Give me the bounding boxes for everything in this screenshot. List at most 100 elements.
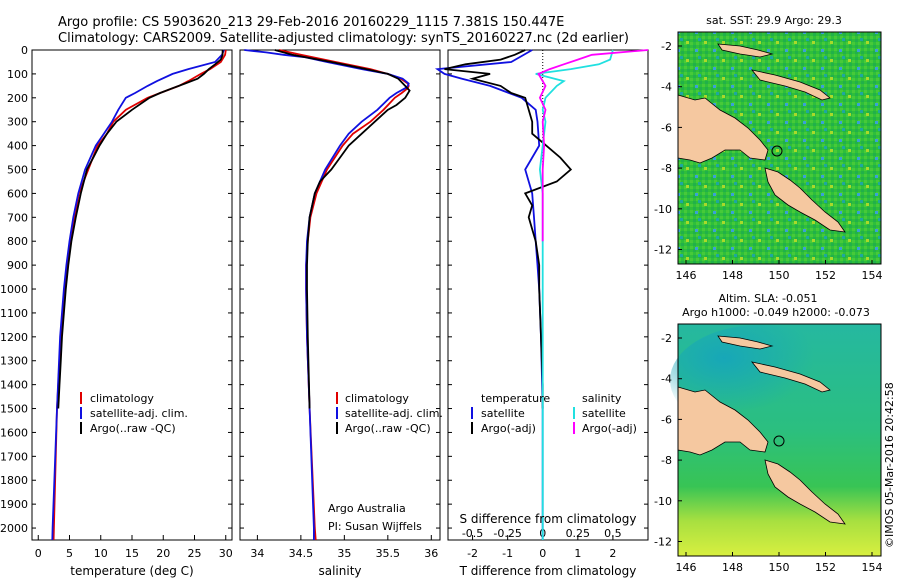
legend-satellite-label: satellite-adj. clim.	[345, 407, 443, 420]
depth-tick-label: 2000	[0, 522, 28, 535]
difference-legend: temperature satellite Argo(-adj) salinit…	[471, 392, 637, 435]
legend-t-satellite-label: satellite	[481, 407, 525, 420]
depth-tick-label: 1900	[0, 498, 28, 511]
x-tick-label: 0	[35, 547, 42, 560]
new-guinea-land	[677, 386, 769, 456]
depth-tick-label: 1300	[0, 355, 28, 368]
sla-map-title: Altim. SLA: -0.051	[718, 292, 817, 305]
x-tick-label: -1	[502, 547, 513, 560]
x-tick-label: 5	[66, 547, 73, 560]
temperature-panel-frame	[31, 49, 233, 541]
depth-tick-label: 700	[7, 211, 28, 224]
lon-tick-label: 154	[862, 269, 883, 282]
lat-tick-label: -8	[661, 454, 672, 467]
x-tick-label: 35	[337, 547, 351, 560]
lon-tick-label: 148	[722, 269, 743, 282]
depth-tick-label: 1700	[0, 450, 28, 463]
series-line-satellite-adj-clim-	[244, 49, 410, 540]
lat-tick-label: -6	[661, 413, 672, 426]
sst-map	[677, 31, 882, 265]
argo-australia-label: Argo Australia	[328, 502, 406, 515]
difference-series	[434, 49, 649, 540]
depth-tick-label: 1800	[0, 474, 28, 487]
series-line-climatology	[52, 49, 227, 541]
legend-climatology-label: climatology	[345, 392, 409, 405]
lon-tick-label: 148	[722, 561, 743, 574]
legend-climatology-label: climatology	[90, 392, 154, 405]
temperature-series	[51, 49, 227, 541]
lon-tick-label: 154	[862, 561, 883, 574]
depth-tick-label: 600	[7, 187, 28, 200]
salinity-xlabel: salinity	[318, 564, 361, 578]
lat-tick-label: -8	[661, 162, 672, 175]
lon-tick-label: 152	[815, 561, 836, 574]
depth-tick-label: 100	[7, 68, 28, 81]
x-tick-label: 20	[156, 547, 170, 560]
depth-tick-label: 800	[7, 235, 28, 248]
argo-position-marker	[771, 145, 783, 157]
lat-tick-label: -12	[654, 244, 672, 257]
series-line-salinity-satellite	[535, 49, 614, 540]
lon-tick-label: 150	[769, 269, 790, 282]
depth-tick-label: 1400	[0, 379, 28, 392]
lon-tick-label: 146	[676, 561, 697, 574]
s-tick-label: -0.25	[493, 527, 521, 540]
series-line-temperature-satellite	[434, 49, 544, 540]
legend-salinity-title: salinity	[582, 392, 622, 405]
lat-tick-label: -10	[654, 495, 672, 508]
series-line-salinity-argo-adj-	[537, 49, 649, 242]
x-tick-label: 30	[219, 547, 233, 560]
s-tick-label: -0.5	[462, 527, 483, 540]
depth-tick-label: 200	[7, 92, 28, 105]
x-tick-label: 2	[609, 547, 616, 560]
temperature-legend: climatology satellite-adj. clim. Argo(..…	[80, 392, 188, 435]
lon-tick-label: 146	[676, 269, 697, 282]
difference-panel-frame	[447, 49, 649, 541]
argo-position-marker	[773, 435, 785, 447]
x-tick-label: 1	[574, 547, 581, 560]
legend-t-argo-label: Argo(-adj)	[481, 422, 536, 435]
salinity-panel-frame	[239, 49, 441, 541]
salinity-x-axis: 34 34.5 35 35.5 36	[250, 535, 438, 560]
x-tick-label: 34	[250, 547, 264, 560]
s-tick-label: 0.5	[604, 527, 622, 540]
depth-tick-label: 1600	[0, 426, 28, 439]
salinity-legend: climatology satellite-adj. clim. Argo(..…	[328, 392, 443, 533]
png-tail-land	[764, 459, 846, 525]
x-tick-label: 0	[539, 547, 546, 560]
lat-tick-label: -4	[661, 81, 672, 94]
t-diff-xlabel: T difference from climatology	[459, 564, 637, 578]
header-line2: Climatology: CARS2009. Satellite-adjuste…	[58, 31, 629, 46]
x-tick-label: 25	[188, 547, 202, 560]
legend-argo-label: Argo(..raw -QC)	[90, 422, 176, 435]
sla-map	[670, 323, 882, 557]
depth-tick-label: 300	[7, 116, 28, 129]
series-line-temperature-argo-adj-	[444, 49, 573, 409]
new-britain-land	[750, 361, 831, 393]
series-line-satellite-adj-clim-	[51, 49, 225, 541]
lon-tick-label: 150	[769, 561, 790, 574]
depth-tick-label: 900	[7, 259, 28, 272]
sla-map-axes: 146 148 150 152 154 -2 -4 -6 -8 -10 -12	[654, 332, 882, 574]
x-tick-label: 15	[125, 547, 139, 560]
temperature-x-axis: 0 5 10 15 20 25 30	[35, 535, 233, 560]
lat-tick-label: -2	[661, 40, 672, 53]
series-line-argo-raw-qc-	[274, 49, 411, 409]
sst-map-title: sat. SST: 29.9 Argo: 29.3	[706, 14, 842, 27]
salinity-series	[244, 49, 411, 541]
legend-argo-label: Argo(..raw -QC)	[345, 422, 431, 435]
lat-tick-label: -10	[654, 203, 672, 216]
pi-label: PI: Susan Wijffels	[328, 520, 422, 533]
depth-tick-label: 1200	[0, 331, 28, 344]
imos-credit: ©IMOS 05-Mar-2016 20:42:58	[883, 382, 896, 548]
legend-s-satellite-label: satellite	[582, 407, 626, 420]
depth-axis: 0 100 200 300 400 500 600 700 800 900 1000 1100 1200…	[0, 44, 648, 535]
depth-tick-label: 500	[7, 164, 28, 177]
depth-tick-label: 1500	[0, 403, 28, 416]
depth-tick-label: 0	[21, 44, 28, 57]
temperature-xlabel: temperature (deg C)	[70, 564, 193, 578]
s-diff-xlabel: S difference from climatology	[460, 512, 637, 526]
x-tick-label: -2	[467, 547, 478, 560]
